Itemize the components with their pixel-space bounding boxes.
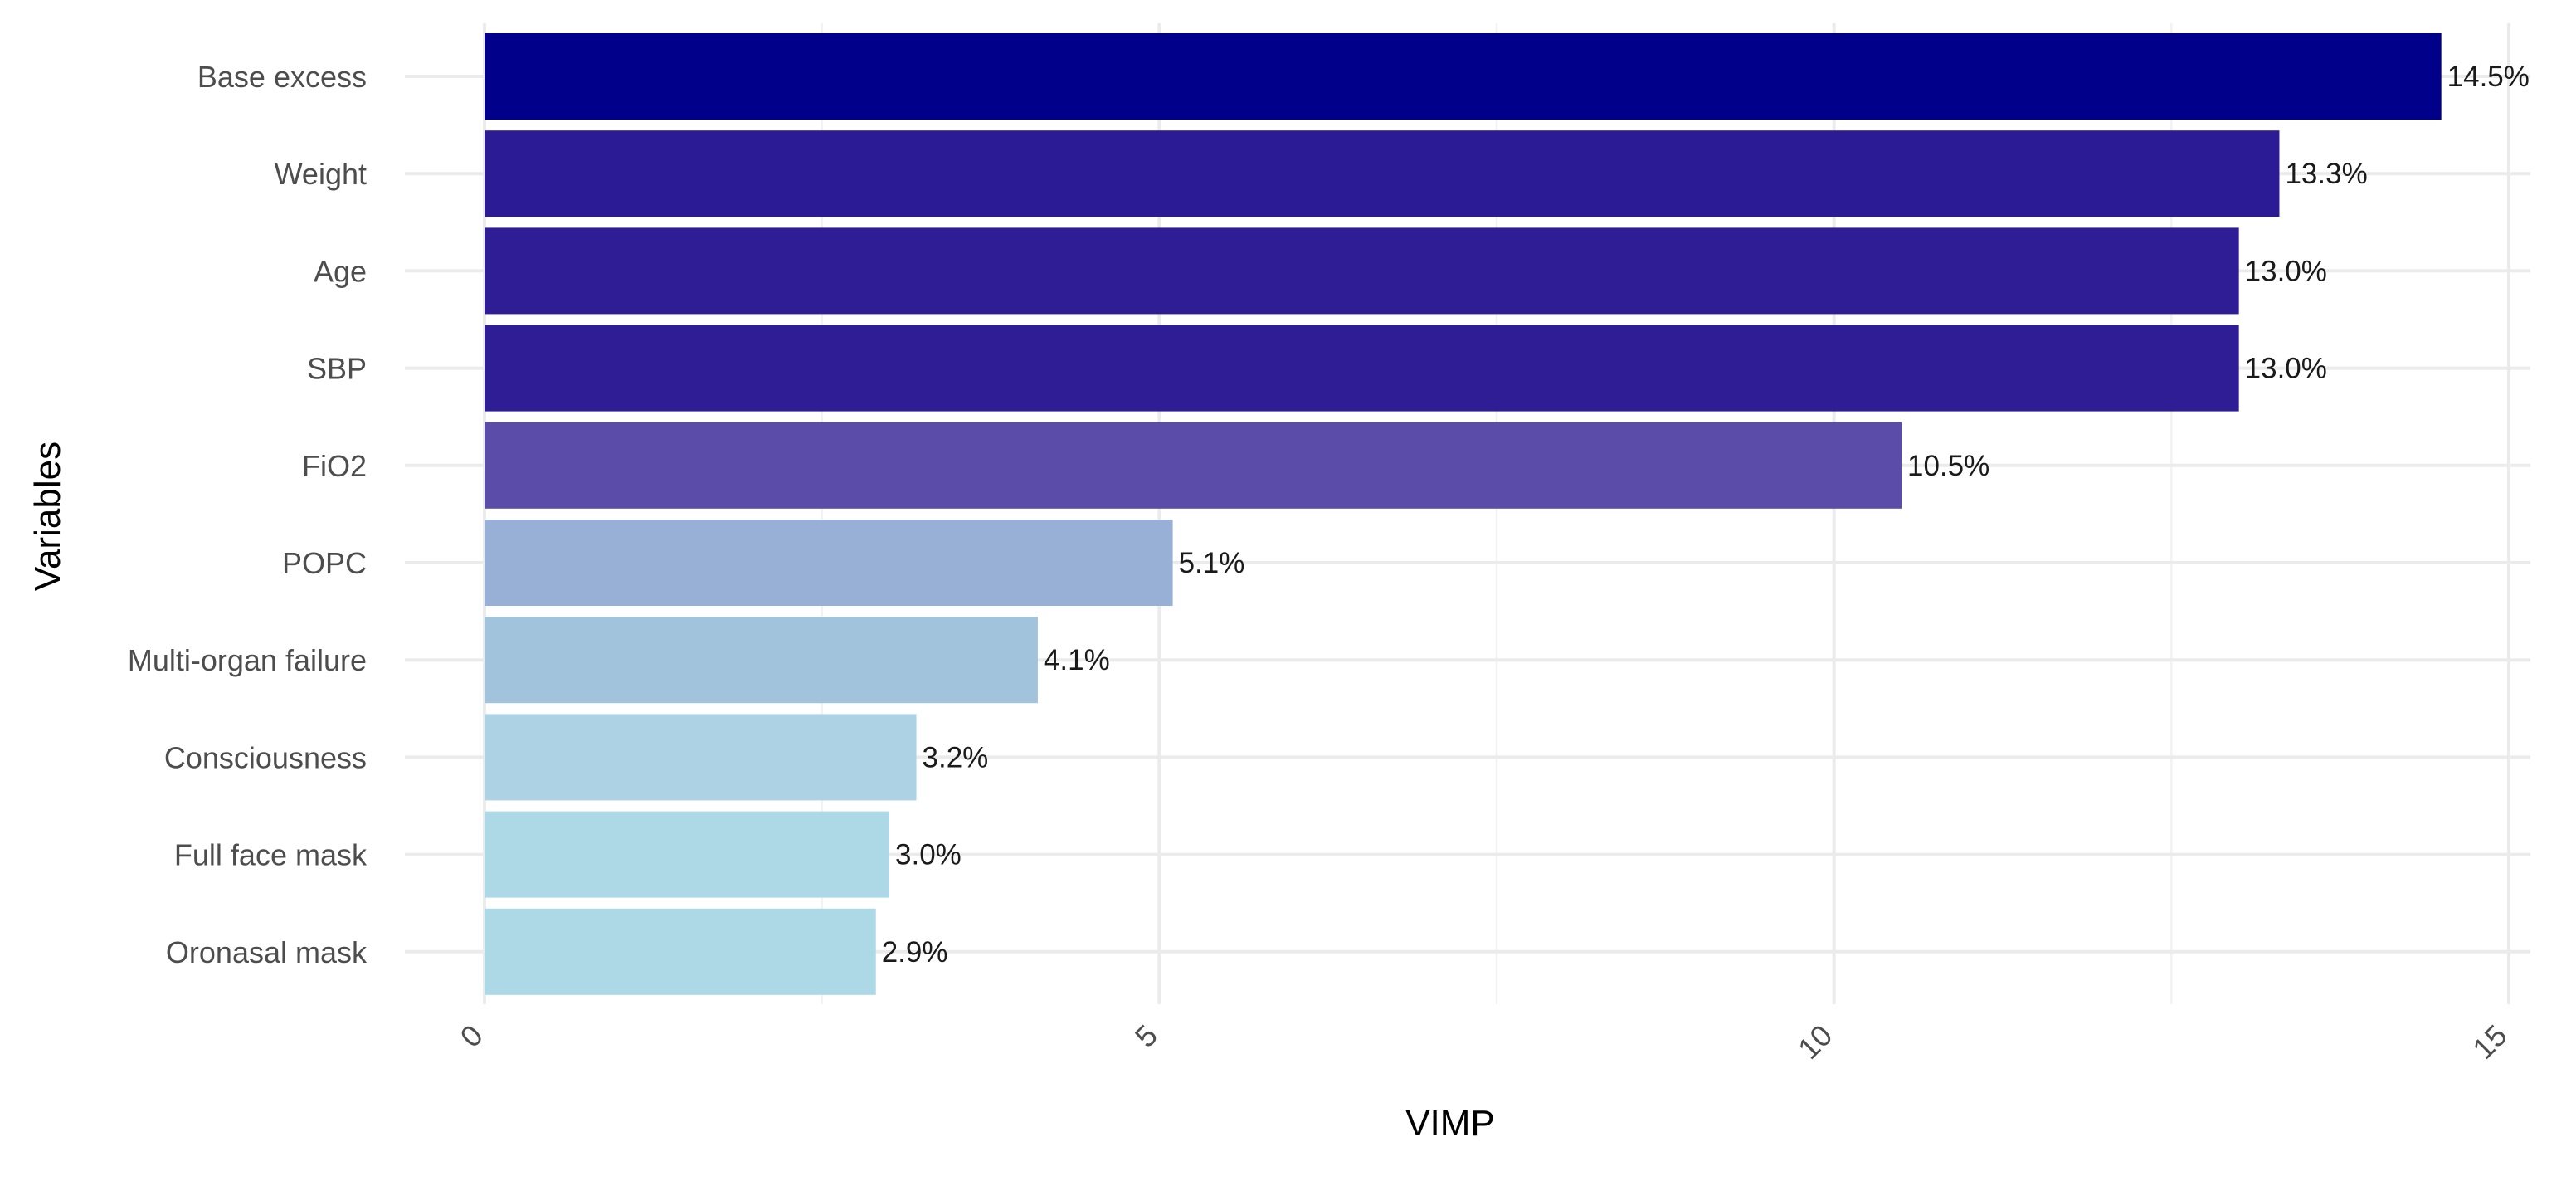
bar-data-label: 13.3% — [2285, 158, 2367, 190]
y-tick-label: Age — [314, 254, 367, 288]
bar — [485, 714, 917, 801]
y-tick-label: Full face mask — [174, 838, 368, 872]
bar — [485, 325, 2239, 412]
bar — [485, 422, 1902, 509]
y-tick-label: Base excess — [197, 60, 367, 94]
x-axis-title: VIMP — [1405, 1103, 1495, 1144]
y-axis-title: Variables — [27, 442, 68, 591]
bar-data-label: 13.0% — [2245, 255, 2327, 287]
bar-data-label: 2.9% — [882, 936, 948, 969]
y-axis-tick-labels: Base excess Weight Age SBP FiO2 POPC Multi-org… — [128, 60, 368, 969]
bar-data-label: 3.2% — [923, 741, 989, 774]
bar — [485, 227, 2239, 315]
x-tick-label: 5 — [1128, 1018, 1164, 1054]
bar-data-label: 3.0% — [895, 839, 962, 871]
bar — [485, 33, 2442, 120]
bar-data-label: 13.0% — [2245, 353, 2327, 385]
x-axis-tick-labels: 0 5 10 15 — [454, 1018, 2514, 1066]
bar — [485, 520, 1173, 606]
y-tick-label: Weight — [275, 157, 367, 191]
data-labels: 14.5% 13.3% 13.0% 13.0% 10.5% 5.1% 4.1% 3.2% 3.0… — [882, 61, 2530, 969]
bar-data-label: 10.5% — [1907, 450, 1989, 482]
y-tick-label: Multi-organ failure — [128, 643, 367, 677]
bar-data-label: 5.1% — [1179, 547, 1245, 579]
x-tick-label: 15 — [2466, 1018, 2513, 1066]
bar-data-label: 4.1% — [1044, 644, 1110, 676]
y-tick-label: FiO2 — [302, 449, 367, 483]
bars — [485, 33, 2442, 995]
bar — [485, 130, 2280, 217]
x-tick-label: 10 — [1791, 1018, 1838, 1066]
bar — [485, 908, 876, 995]
y-tick-label: POPC — [282, 546, 367, 580]
y-tick-label: SBP — [307, 352, 367, 386]
bar — [485, 811, 889, 898]
y-tick-label: Consciousness — [164, 740, 367, 774]
x-tick-label: 0 — [454, 1018, 489, 1054]
y-tick-label: Oronasal mask — [166, 935, 368, 969]
bar-data-label: 14.5% — [2447, 61, 2530, 93]
bar — [485, 617, 1038, 704]
